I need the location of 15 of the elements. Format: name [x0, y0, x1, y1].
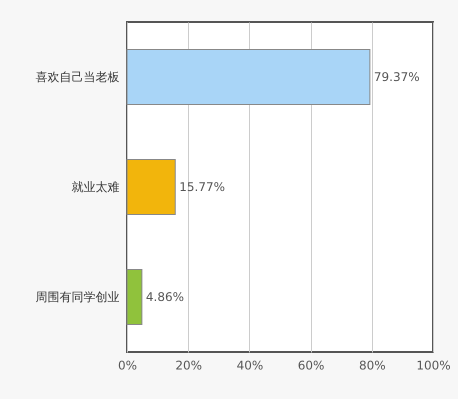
x-tick-label: 100%: [416, 358, 451, 372]
x-tick-label: 80%: [358, 358, 386, 372]
y-tick-label: 就业太难: [72, 180, 120, 194]
bar: [126, 49, 370, 105]
data-label: 79.37%: [374, 70, 420, 84]
x-tick-label: 60%: [298, 358, 324, 372]
data-label: 15.77%: [179, 180, 226, 194]
x-tick-label: 40%: [236, 358, 264, 372]
x-tick-label: 20%: [175, 358, 202, 372]
y-tick-label: 喜欢自己当老板: [36, 70, 120, 84]
data-label: 4.86%: [146, 290, 184, 304]
x-tick-label: 0%: [118, 358, 138, 372]
bar: [126, 159, 176, 215]
bar: [126, 269, 142, 325]
y-tick-label: 周围有同学创业: [36, 290, 120, 304]
